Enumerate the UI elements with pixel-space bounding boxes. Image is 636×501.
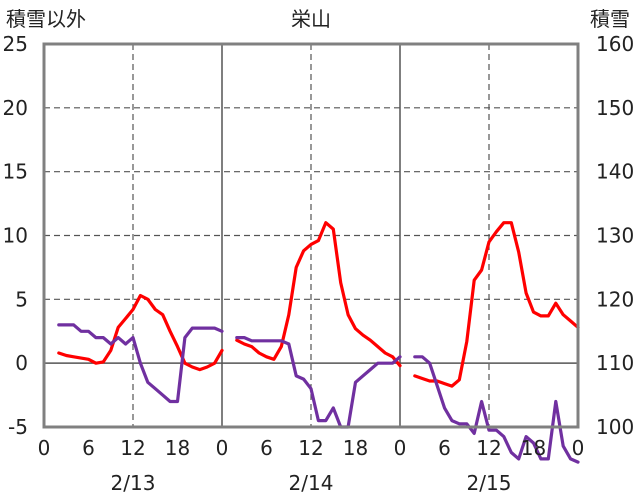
left-y-tick-label: 5 (15, 287, 28, 311)
right-axis-series-line-day-2 (235, 336, 402, 429)
right-axis-series-line-day-1 (57, 323, 224, 404)
x-tick-label: 6 (260, 436, 273, 460)
x-tick-label: 6 (438, 436, 451, 460)
day-label: 2/15 (467, 471, 512, 495)
day-label: 2/13 (111, 471, 156, 495)
x-tick-label: 0 (216, 436, 229, 460)
right-y-tick-label: 100 (596, 415, 634, 439)
left-y-tick-label: 20 (3, 96, 28, 120)
day-label: 2/14 (289, 471, 334, 495)
plot-frame (42, 42, 580, 429)
right-y-tick-label: 160 (596, 32, 634, 56)
right-y-tick-label: 140 (596, 160, 634, 184)
series-lines (57, 221, 580, 464)
x-tick-label: 0 (394, 436, 407, 460)
right-y-tick-label: 120 (596, 287, 634, 311)
x-tick-label: 12 (476, 436, 501, 460)
left-axis-series-line-day-3 (413, 221, 580, 388)
x-tick-label: 18 (165, 436, 190, 460)
x-tick-label: 12 (120, 436, 145, 460)
right-y-tick-label: 150 (596, 96, 634, 120)
left-y-tick-label: 25 (3, 32, 28, 56)
right-y-tick-label: 110 (596, 351, 634, 375)
x-tick-label: 0 (572, 436, 585, 460)
x-tick-label: 12 (298, 436, 323, 460)
x-tick-label: 6 (82, 436, 95, 460)
right-axis-series-line-day-3 (413, 355, 580, 464)
gridlines (44, 44, 578, 427)
x-tick-label: 18 (521, 436, 546, 460)
x-tick-label: 0 (38, 436, 51, 460)
left-y-tick-label: 15 (3, 160, 28, 184)
left-y-tick-label: -5 (8, 415, 28, 439)
right-axis-title: 積雪 (590, 7, 630, 31)
right-y-tick-label: 130 (596, 224, 634, 248)
left-axis-series-line-day-1 (57, 293, 224, 372)
left-y-tick-label: 0 (15, 351, 28, 375)
x-tick-label: 18 (343, 436, 368, 460)
plot-border (42, 42, 580, 429)
left-axis-title: 積雪以外 (6, 7, 86, 31)
left-y-tick-label: 10 (3, 224, 28, 248)
chart-title: 栄山 (291, 7, 331, 31)
left-axis-series-line-day-2 (235, 221, 402, 368)
